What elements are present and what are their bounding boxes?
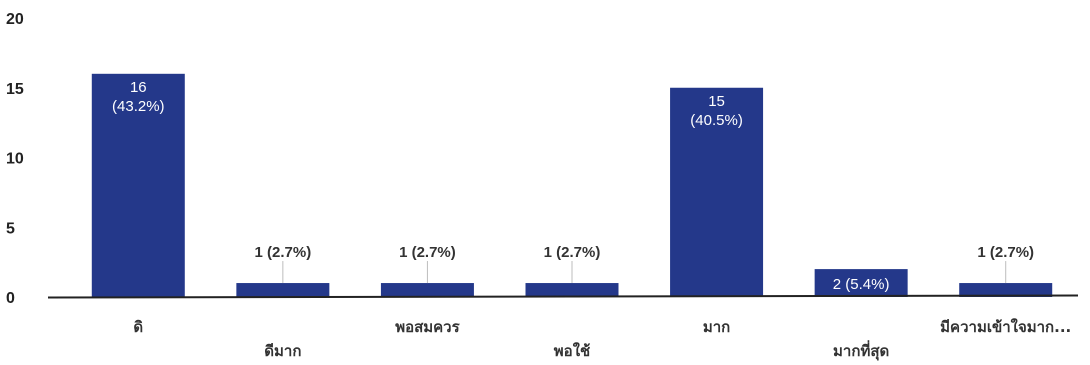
y-tick-label-10: 10 xyxy=(6,151,24,168)
bar-5 xyxy=(814,269,908,297)
bar-1 xyxy=(236,283,330,297)
y-tick-label-0: 0 xyxy=(6,290,15,307)
bar-3 xyxy=(525,283,619,297)
x-category-label-4: มาก xyxy=(703,318,730,336)
bar-6 xyxy=(959,283,1053,297)
bar-value-label-5: 2 (5.4%) xyxy=(833,276,890,293)
bar-value-label-6: 1 (2.7%) xyxy=(977,244,1034,261)
bar-4 xyxy=(670,87,764,297)
x-category-label-5: มากที่สุด xyxy=(833,340,889,361)
bar-series xyxy=(91,73,1053,297)
bar-0 xyxy=(91,73,185,297)
bar-2 xyxy=(380,283,474,297)
label-connectors xyxy=(282,261,1007,284)
bar-value-label-0-0: 16 xyxy=(130,79,147,96)
bar-value-label-4-0: 15 xyxy=(708,93,725,110)
x-category-label-3: พอใช้ xyxy=(554,342,590,360)
y-tick-label-5: 5 xyxy=(6,220,15,237)
data-labels: 16 (43.2%) 1 (2.7%) 1 (2.7%) 1 (2.7%) 15 (40.5… xyxy=(112,79,1034,293)
x-category-label-0: ดิ xyxy=(133,318,143,336)
x-category-label-6: มีความเข้าใจมาก... xyxy=(940,318,1071,336)
bar-value-label-1: 1 (2.7%) xyxy=(255,244,312,261)
bar-value-label-3: 1 (2.7%) xyxy=(544,244,601,261)
x-axis-baseline xyxy=(47,294,1079,299)
y-tick-label-20: 20 xyxy=(6,11,24,28)
bar-value-label-0-1: (43.2%) xyxy=(112,98,165,115)
y-axis: 0 5 10 15 20 xyxy=(6,11,24,307)
y-tick-label-15: 15 xyxy=(6,81,24,98)
bar-value-label-4-1: (40.5%) xyxy=(690,112,743,129)
x-category-label-1: ดีมาก xyxy=(264,342,301,360)
bar-value-label-2: 1 (2.7%) xyxy=(399,244,456,261)
x-category-label-2: พอสมควร xyxy=(395,318,460,336)
